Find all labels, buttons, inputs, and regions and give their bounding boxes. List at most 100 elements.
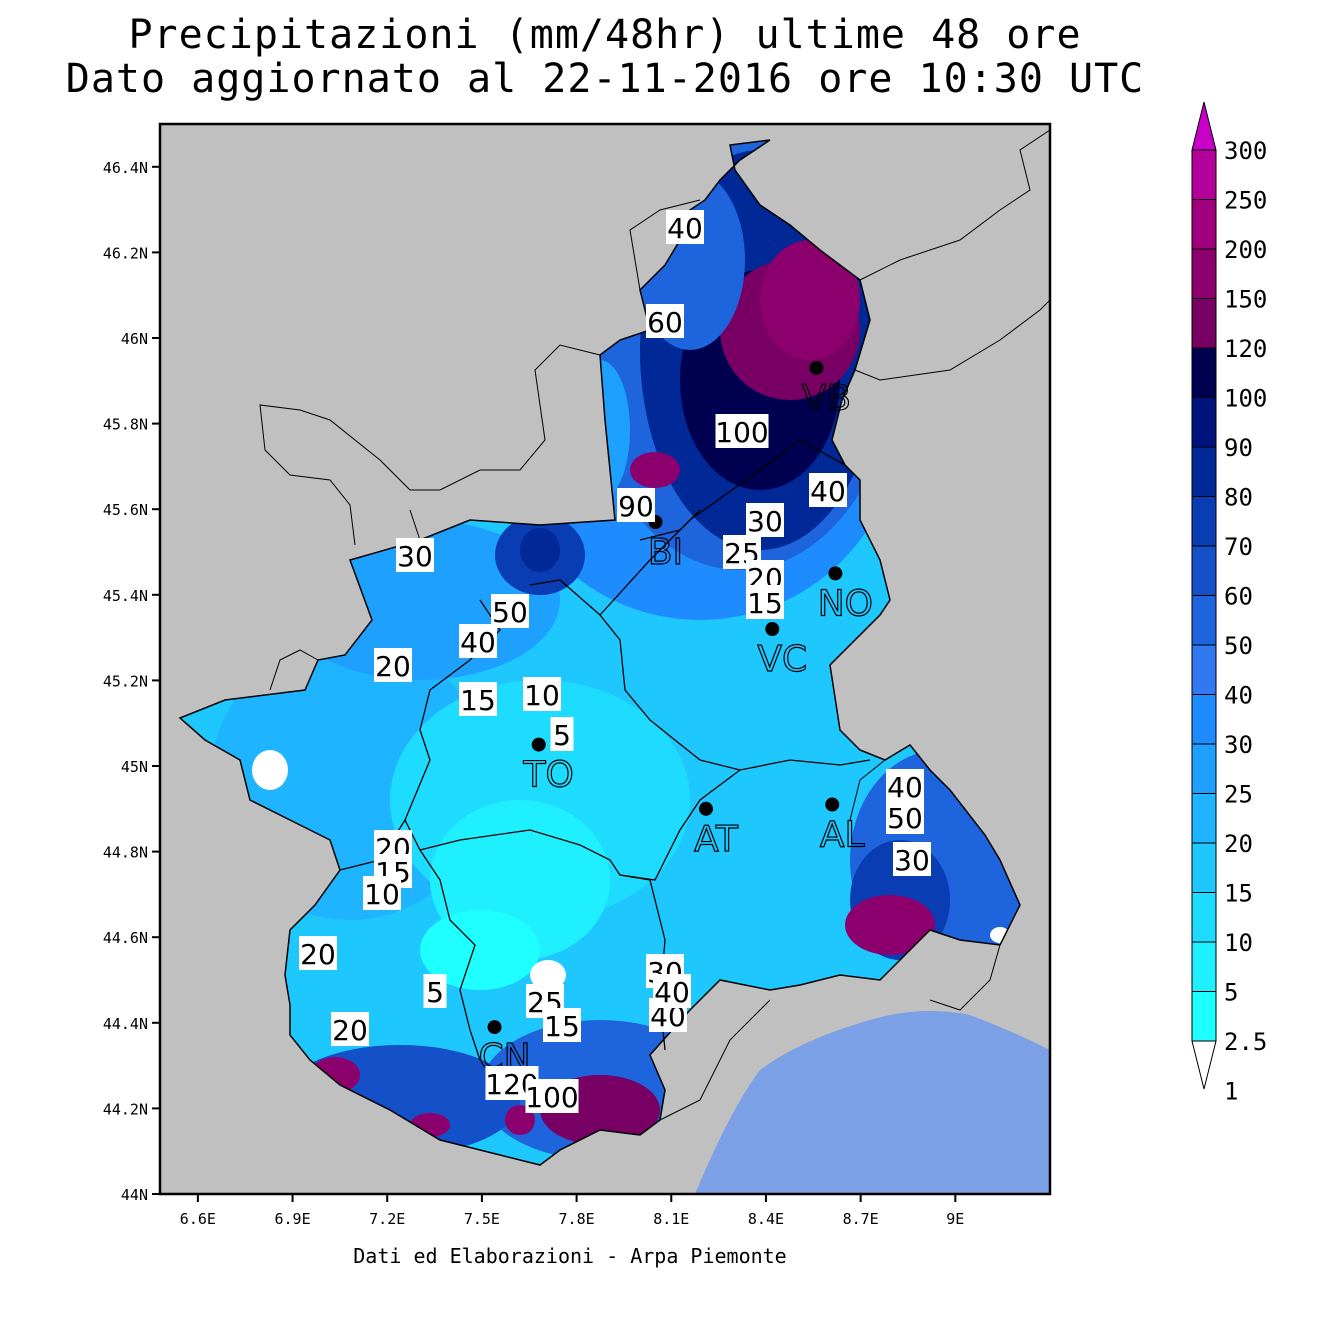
- colorbar-band: [1191, 644, 1217, 695]
- colorbar-label: 2.5: [1224, 1028, 1267, 1056]
- map-subtitle: Dato aggiornato al 22-11-2016 ore 10:30 …: [65, 56, 1145, 102]
- city-marker: [765, 622, 780, 637]
- contour-label-box: [525, 1079, 579, 1113]
- x-tick-label: 7.5E: [464, 1210, 500, 1228]
- contour-label-box: [423, 974, 447, 1008]
- colorbar-band: [1191, 199, 1217, 250]
- colorbar-label: 250: [1224, 187, 1267, 215]
- contour-label-box: [653, 974, 691, 1008]
- contour-label: 10: [524, 679, 560, 712]
- x-tick-label: 7.2E: [369, 1210, 405, 1228]
- colorbar-label: 1: [1224, 1078, 1238, 1106]
- city-label: AT: [694, 819, 739, 860]
- contour-label-box: [523, 677, 561, 711]
- contour-label: 15: [460, 684, 496, 717]
- contour-label: 20: [375, 650, 411, 683]
- colorbar-band: [1191, 496, 1217, 547]
- contour-label-box: [893, 842, 931, 876]
- colorbar-band: [1191, 545, 1217, 596]
- x-tick-label: 8.1E: [653, 1210, 689, 1228]
- x-tick-label: 7.8E: [559, 1210, 595, 1228]
- city-marker: [828, 566, 843, 581]
- contour-label-box: [459, 682, 497, 716]
- colorbar-band: [1191, 149, 1217, 200]
- contour-label-box: [886, 800, 924, 834]
- colorbar-label: 80: [1224, 484, 1253, 512]
- x-tick-label: 9E: [946, 1210, 964, 1228]
- contour-label: 15: [747, 587, 783, 620]
- colorbar-label: 120: [1224, 335, 1267, 363]
- external-borders: [259, 129, 1051, 1121]
- y-tick-label: 44.2N: [103, 1100, 148, 1118]
- colorbar-band: [1191, 595, 1217, 646]
- colorbar-label: 100: [1224, 385, 1267, 413]
- city-marker: [825, 797, 840, 812]
- contour-label: 40: [810, 475, 846, 508]
- colorbar-label: 90: [1224, 434, 1253, 462]
- colorbar-label: 25: [1224, 781, 1253, 809]
- city-marker: [698, 801, 713, 816]
- y-tick-label: 45.6N: [103, 501, 148, 519]
- colorbar-label: 5: [1224, 979, 1238, 1007]
- x-tick-label: 6.6E: [180, 1210, 216, 1228]
- contour-label-box: [715, 414, 769, 448]
- contour-label-box: [666, 210, 704, 244]
- colorbar-label: 15: [1224, 880, 1253, 908]
- city-label: VB: [802, 378, 851, 419]
- contour-label: 40: [887, 771, 923, 804]
- y-tick-label: 45N: [121, 758, 148, 776]
- sea-area: [695, 1011, 1050, 1194]
- colorbar-band: [1191, 298, 1217, 349]
- x-tick-label: 8.4E: [748, 1210, 784, 1228]
- contour-label: 15: [544, 1010, 580, 1043]
- contour-label-box: [331, 1012, 369, 1046]
- contour-label: 50: [887, 802, 923, 835]
- colorbar-band: [1191, 347, 1217, 398]
- colorbar-label: 300: [1224, 137, 1267, 165]
- colorbar-band: [1191, 793, 1217, 844]
- contour-label-box: [886, 769, 924, 803]
- city-label: NO: [818, 583, 873, 624]
- contour-label-box: [459, 624, 497, 658]
- y-tick-label: 46.2N: [103, 244, 148, 262]
- colorbar: 3002502001501201009080706050403025201510…: [1191, 101, 1267, 1106]
- colorbar-label: 20: [1224, 830, 1253, 858]
- colorbar-label: 70: [1224, 533, 1253, 561]
- y-tick-label: 45.4N: [103, 587, 148, 605]
- contour-label: 20: [332, 1014, 368, 1047]
- contour-label: 50: [492, 596, 528, 629]
- y-tick-label: 44N: [121, 1186, 148, 1204]
- colorbar-label: 60: [1224, 583, 1253, 611]
- contour-label: 20: [300, 938, 336, 971]
- y-tick-label: 45.2N: [103, 672, 148, 690]
- contour-label: 5: [553, 719, 571, 752]
- contour-label-box: [809, 473, 847, 507]
- colorbar-band: [1191, 941, 1217, 992]
- city-marker: [487, 1020, 502, 1035]
- y-tick-label: 45.8N: [103, 416, 148, 434]
- colorbar-band: [1191, 892, 1217, 943]
- city-marker: [531, 737, 546, 752]
- city-label: TO: [523, 755, 574, 796]
- y-tick-label: 44.4N: [103, 1015, 148, 1033]
- colorbar-label: 200: [1224, 236, 1267, 264]
- contour-label: 30: [747, 505, 783, 538]
- colorbar-band: [1191, 397, 1217, 448]
- x-tick-label: 6.9E: [274, 1210, 310, 1228]
- colorbar-band: [1191, 446, 1217, 497]
- contour-label: 100: [525, 1081, 578, 1114]
- colorbar-label: 40: [1224, 682, 1253, 710]
- contour-label: 30: [397, 540, 433, 573]
- colorbar-label: 50: [1224, 632, 1253, 660]
- contour-label: 30: [894, 844, 930, 877]
- colorbar-band: [1191, 743, 1217, 794]
- colorbar-label: 30: [1224, 731, 1253, 759]
- plot-frame: [158, 122, 1052, 1196]
- city-label: VC: [757, 639, 807, 680]
- contour-label-box: [363, 876, 401, 910]
- contour-label-box: [374, 648, 412, 682]
- city-marker: [809, 360, 824, 375]
- contour-label: 40: [460, 626, 496, 659]
- y-tick-label: 44.8N: [103, 844, 148, 862]
